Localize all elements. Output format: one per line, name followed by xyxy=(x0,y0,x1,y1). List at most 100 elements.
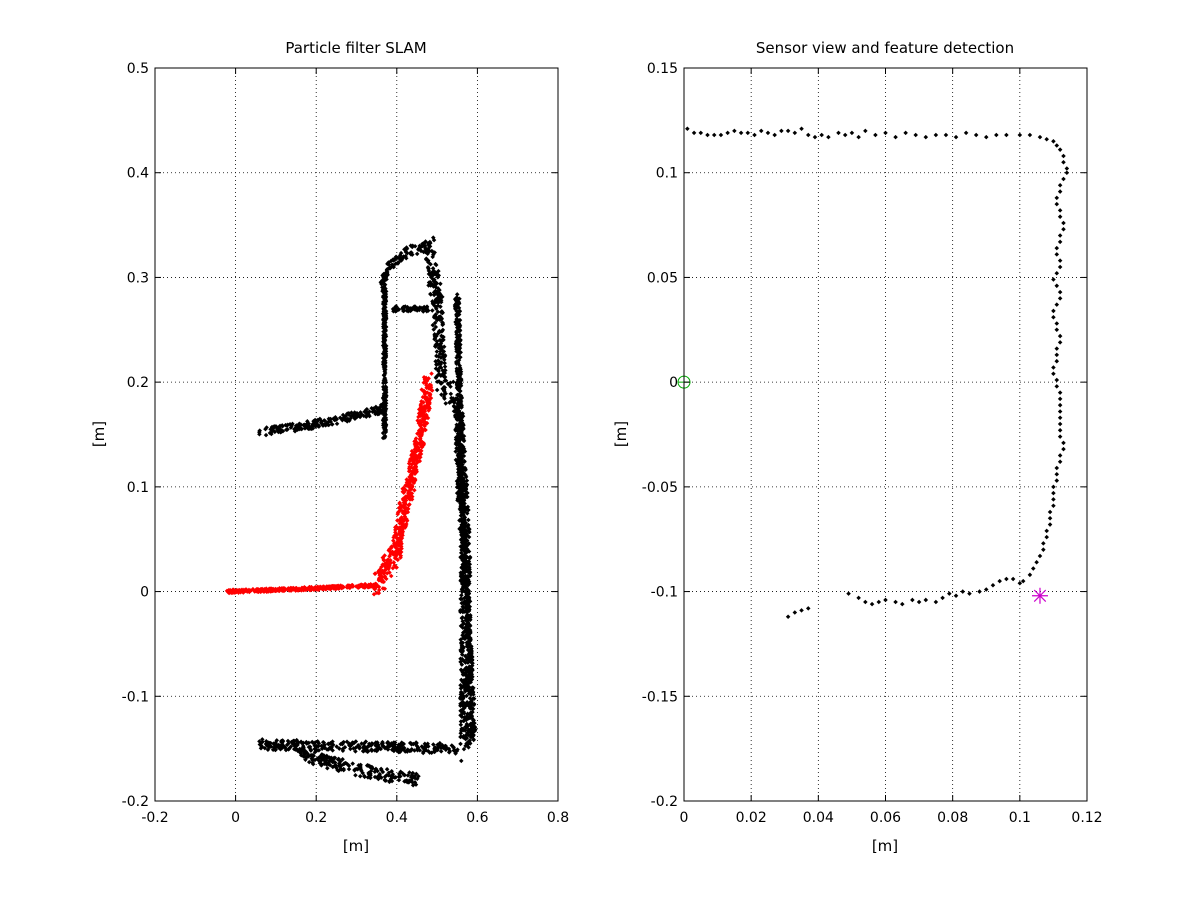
map-point xyxy=(433,312,438,317)
map-point xyxy=(426,246,431,252)
map-point xyxy=(430,308,435,313)
map-point xyxy=(460,486,465,491)
map-point xyxy=(454,330,459,335)
map-point xyxy=(459,509,465,515)
map-point xyxy=(434,299,439,305)
map-point xyxy=(462,702,467,707)
map-point xyxy=(457,425,462,431)
map-point xyxy=(386,260,391,265)
slam-y-tick-label: 0.5 xyxy=(127,61,149,77)
map-point xyxy=(437,351,443,357)
map-point xyxy=(298,422,303,428)
map-point xyxy=(456,312,462,317)
map-point xyxy=(380,409,386,415)
sensor-x-tick-label: 0.04 xyxy=(803,810,834,826)
map-point xyxy=(383,415,389,421)
map-point xyxy=(455,339,461,345)
map-point xyxy=(451,404,457,409)
map-point xyxy=(463,672,469,678)
map-point xyxy=(465,723,470,728)
map-point xyxy=(383,406,389,412)
map-point xyxy=(456,373,462,378)
map-point xyxy=(446,381,451,387)
map-point xyxy=(442,374,447,380)
map-point xyxy=(428,292,434,297)
map-point xyxy=(380,351,386,356)
map-point xyxy=(379,281,384,287)
map-point xyxy=(453,457,459,463)
map-point xyxy=(455,359,461,364)
map-point xyxy=(384,267,390,273)
map-point xyxy=(349,410,354,415)
map-point xyxy=(415,307,420,313)
map-point xyxy=(458,667,464,673)
map-point xyxy=(457,383,462,388)
map-point xyxy=(458,730,463,736)
map-point xyxy=(454,295,459,300)
slam-y-tick-label: 0 xyxy=(140,585,149,601)
map-point xyxy=(434,353,439,359)
map-point xyxy=(459,644,465,650)
slam-plot: -0.2 0 0.2 0.4 0.6 0.8 -0.2 -0.1 0 0.1 0.2 0.3 0.4 0… xyxy=(90,39,569,855)
map-point xyxy=(459,662,465,667)
map-point xyxy=(466,639,471,644)
map-point xyxy=(284,427,289,432)
map-point xyxy=(456,462,461,468)
map-point xyxy=(459,538,465,544)
map-point xyxy=(437,290,442,296)
map-point xyxy=(457,441,462,446)
map-point xyxy=(465,504,471,510)
sensor-y-tick-label: -0.2 xyxy=(651,794,678,810)
map-point xyxy=(454,380,460,386)
slam-x-tick-label: 0.8 xyxy=(547,810,569,826)
slam-y-axis-label: [m] xyxy=(90,421,108,447)
map-point xyxy=(399,257,405,263)
map-point xyxy=(439,309,444,315)
map-point xyxy=(458,722,464,727)
map-point xyxy=(439,316,444,321)
slam-x-tick-label: 0.2 xyxy=(305,810,327,826)
map-point xyxy=(381,308,387,314)
slam-y-tick-label: 0.3 xyxy=(127,270,149,286)
map-point xyxy=(440,321,446,327)
map-point xyxy=(458,741,463,747)
map-point xyxy=(364,407,370,412)
sensor-plot: 0 0.02 0.04 0.06 0.08 0.1 0.12 -0.2 -0.15 -0.1 -0… xyxy=(612,39,1103,855)
map-point xyxy=(383,393,388,399)
map-point xyxy=(453,344,459,350)
map-point xyxy=(461,438,467,444)
map-point xyxy=(401,308,407,313)
map-point xyxy=(463,534,469,539)
map-point xyxy=(333,416,339,421)
map-point xyxy=(433,304,438,310)
map-point xyxy=(466,581,471,586)
map-point xyxy=(466,559,472,564)
map-point xyxy=(433,324,439,330)
map-point xyxy=(315,423,320,428)
map-point xyxy=(442,354,448,359)
sensor-y-tick-label: -0.05 xyxy=(642,480,678,496)
map-point xyxy=(369,405,374,411)
map-point xyxy=(443,378,449,383)
map-point xyxy=(458,501,463,506)
sensor-y-axis-label: [m] xyxy=(612,421,630,447)
map-point xyxy=(458,708,463,714)
map-point xyxy=(305,420,310,426)
slam-plot-title: Particle filter SLAM xyxy=(285,39,426,57)
map-point xyxy=(436,268,441,274)
map-point xyxy=(271,424,277,429)
map-point xyxy=(383,398,389,403)
slam-y-tick-label: 0.2 xyxy=(127,375,149,391)
sensor-x-tick-label: 0.06 xyxy=(870,810,901,826)
map-point xyxy=(257,429,262,435)
map-point xyxy=(455,303,460,309)
map-point xyxy=(352,410,357,415)
map-point xyxy=(454,312,459,317)
map-point xyxy=(405,250,410,256)
map-point xyxy=(320,423,326,428)
slam-x-tick-label: 0.6 xyxy=(466,810,488,826)
map-point xyxy=(382,312,387,318)
sensor-y-tick-label: -0.15 xyxy=(642,689,678,705)
map-point xyxy=(434,374,439,379)
map-point xyxy=(373,404,379,410)
